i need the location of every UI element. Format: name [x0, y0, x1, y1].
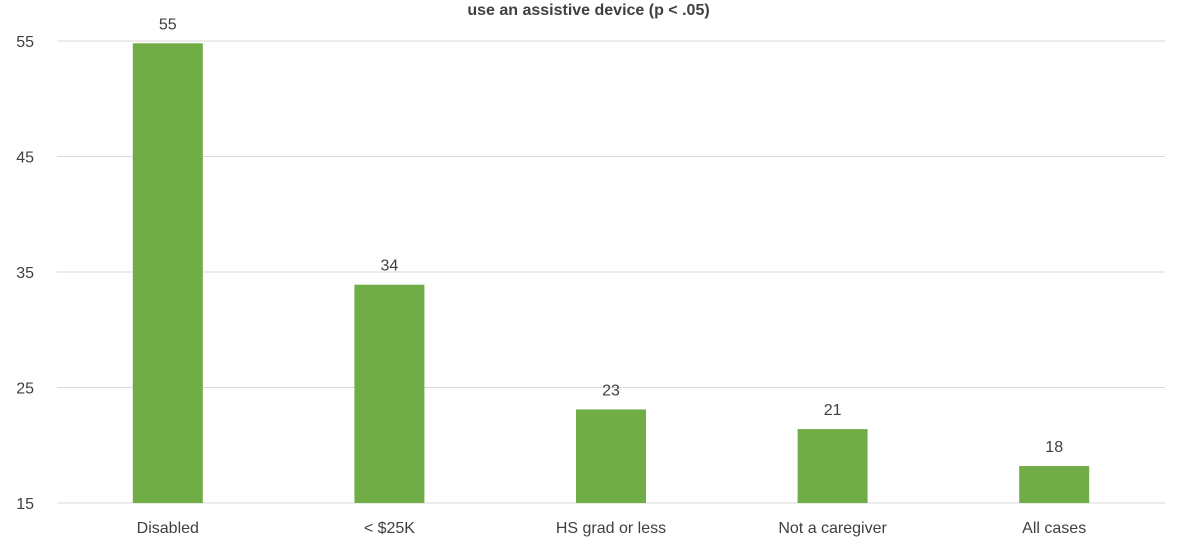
x-tick-label: HS grad or less — [556, 520, 666, 537]
data-label: 21 — [824, 402, 842, 419]
chart-title: use an assistive device (p < .05) — [0, 2, 1177, 20]
x-axis-ticks: Disabled < $25K HS grad or less Not a careg… — [137, 520, 1087, 537]
bars — [133, 43, 1089, 503]
y-tick-label: 25 — [16, 381, 34, 398]
y-tick-label: 15 — [16, 496, 34, 513]
x-tick-label: Not a caregiver — [778, 520, 887, 537]
bar — [1019, 466, 1089, 503]
y-tick-label: 45 — [16, 150, 34, 167]
x-tick-label: < $25K — [364, 520, 415, 537]
y-axis-ticks: 15 25 35 45 55 — [16, 34, 34, 513]
data-label: 18 — [1045, 439, 1063, 456]
bar — [576, 409, 646, 503]
y-tick-label: 35 — [16, 265, 34, 282]
bar — [354, 285, 424, 503]
data-label: 34 — [381, 258, 399, 275]
x-tick-label: Disabled — [137, 520, 199, 537]
data-label: 23 — [602, 382, 620, 399]
bar — [798, 429, 868, 503]
y-tick-label: 55 — [16, 34, 34, 51]
x-tick-label: All cases — [1022, 520, 1086, 537]
bar — [133, 43, 203, 503]
